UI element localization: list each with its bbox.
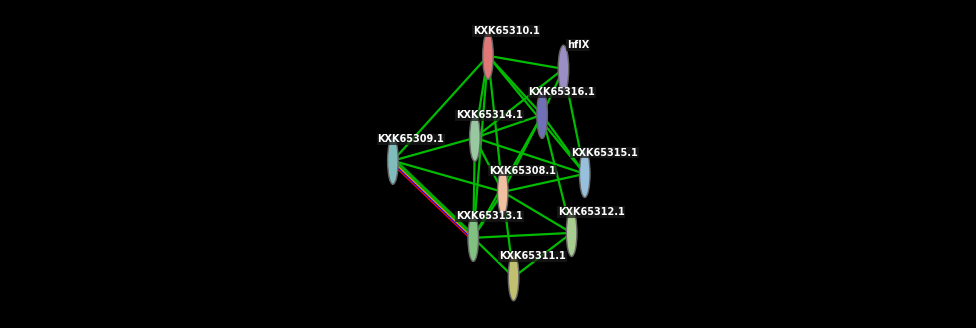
Ellipse shape: [580, 150, 590, 197]
Text: KXK65310.1: KXK65310.1: [472, 26, 540, 36]
Ellipse shape: [498, 168, 508, 215]
Text: KXK65308.1: KXK65308.1: [489, 166, 556, 175]
Ellipse shape: [537, 91, 548, 138]
Text: KXK65316.1: KXK65316.1: [528, 88, 595, 97]
Ellipse shape: [387, 137, 398, 184]
Ellipse shape: [558, 45, 569, 92]
Text: KXK65313.1: KXK65313.1: [456, 212, 523, 221]
Text: KXK65312.1: KXK65312.1: [558, 207, 625, 217]
Text: KXK65309.1: KXK65309.1: [378, 134, 444, 144]
Ellipse shape: [483, 32, 493, 79]
Ellipse shape: [566, 209, 577, 256]
Ellipse shape: [508, 254, 519, 301]
Text: KXK65315.1: KXK65315.1: [571, 148, 637, 157]
Ellipse shape: [468, 214, 478, 261]
Ellipse shape: [469, 114, 480, 161]
Text: KXK65311.1: KXK65311.1: [500, 252, 566, 261]
Text: KXK65314.1: KXK65314.1: [456, 111, 523, 120]
Text: hflX: hflX: [567, 40, 590, 50]
